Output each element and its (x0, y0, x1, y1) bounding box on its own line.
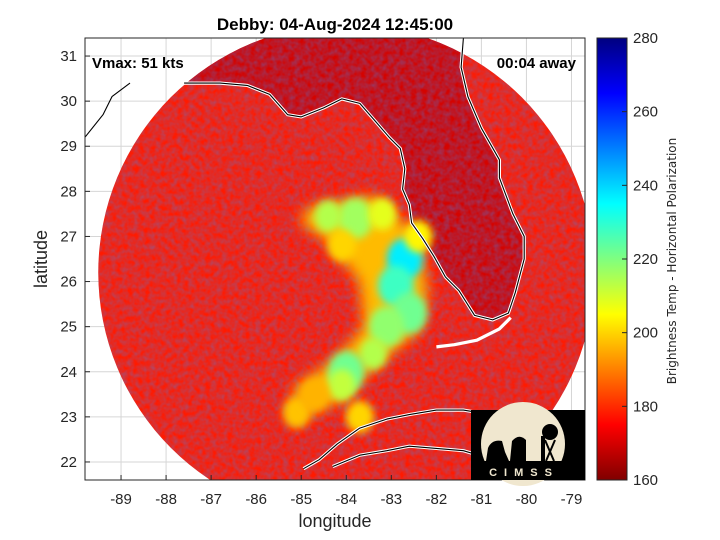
florida-coastline-inner (184, 38, 525, 321)
cb-tick-label-3: 220 (633, 251, 658, 268)
storm-features (282, 195, 433, 433)
cb-tick-label-1: 180 (633, 398, 658, 415)
x-tick-label-4: -85 (290, 491, 312, 508)
y-tick-label-5: 27 (60, 228, 77, 245)
cimss-logo: CIMSS (471, 402, 585, 486)
yucatan-coastline (85, 482, 211, 491)
colorbar-label: Brightness Temp - Horizontal Polarizatio… (665, 138, 679, 385)
y-tick-label-0: 22 (60, 454, 77, 471)
feature-3 (368, 305, 405, 348)
feature-8 (314, 200, 343, 233)
cb-tick-label-4: 240 (633, 177, 658, 194)
x-tick-label-7: -82 (426, 491, 448, 508)
louisiana-coastline (85, 82, 131, 138)
feature-6 (327, 369, 356, 402)
y-tick-labels: 22 23 24 25 26 27 28 29 30 31 (60, 48, 90, 471)
cb-tick-label-2: 200 (633, 325, 658, 342)
x-tick-label-9: -80 (516, 491, 538, 508)
y-tick-label-8: 30 (60, 93, 77, 110)
florida-keys-coastline (436, 316, 512, 349)
y-tick-label-4: 26 (60, 274, 77, 291)
y-tick-label-2: 24 (60, 364, 77, 381)
feature-11 (327, 229, 356, 262)
y-tick-label-1: 23 (60, 409, 77, 426)
y-axis-label: latitude (31, 230, 51, 288)
chart-title: Debby: 04-Aug-2024 12:45:00 (217, 15, 453, 34)
brightness-temp-swath (98, 38, 585, 480)
x-tick-label-8: -81 (471, 491, 493, 508)
cb-tick-label-0: 160 (633, 472, 658, 489)
cimss-logo-text: CIMSS (489, 467, 559, 479)
x-tick-label-10: -79 (561, 491, 583, 508)
cb-tick-label-5: 260 (633, 104, 658, 121)
x-tick-label-6: -83 (380, 491, 402, 508)
y-tick-label-9: 31 (60, 48, 77, 65)
y-tick-label-6: 28 (60, 183, 77, 200)
feature-14 (300, 378, 329, 411)
plot-frame (84, 37, 586, 481)
feature-9 (368, 197, 397, 230)
y-tick-label-7: 29 (60, 138, 77, 155)
colorbar-ticks: 160 180 200 220 240 260 280 (622, 30, 658, 489)
x-tick-label-0: -89 (110, 491, 132, 508)
x-tick-label-3: -86 (245, 491, 267, 508)
vmax-annotation: Vmax: 51 kts (92, 55, 184, 72)
feature-13 (282, 396, 311, 429)
x-tick-labels: -89 -88 -87 -86 -85 -84 -83 -82 -81 -80 -79 (110, 475, 582, 508)
feature-7 (337, 197, 374, 240)
x-tick-label-1: -88 (155, 491, 177, 508)
feature-4 (359, 337, 388, 370)
x-tick-label-5: -84 (335, 491, 357, 508)
cb-tick-label-6: 280 (633, 30, 658, 47)
y-tick-label-3: 25 (60, 319, 77, 336)
x-axis-label: longitude (298, 511, 371, 531)
x-tick-label-2: -87 (200, 491, 222, 508)
time-away-annotation: 00:04 away (497, 55, 577, 72)
